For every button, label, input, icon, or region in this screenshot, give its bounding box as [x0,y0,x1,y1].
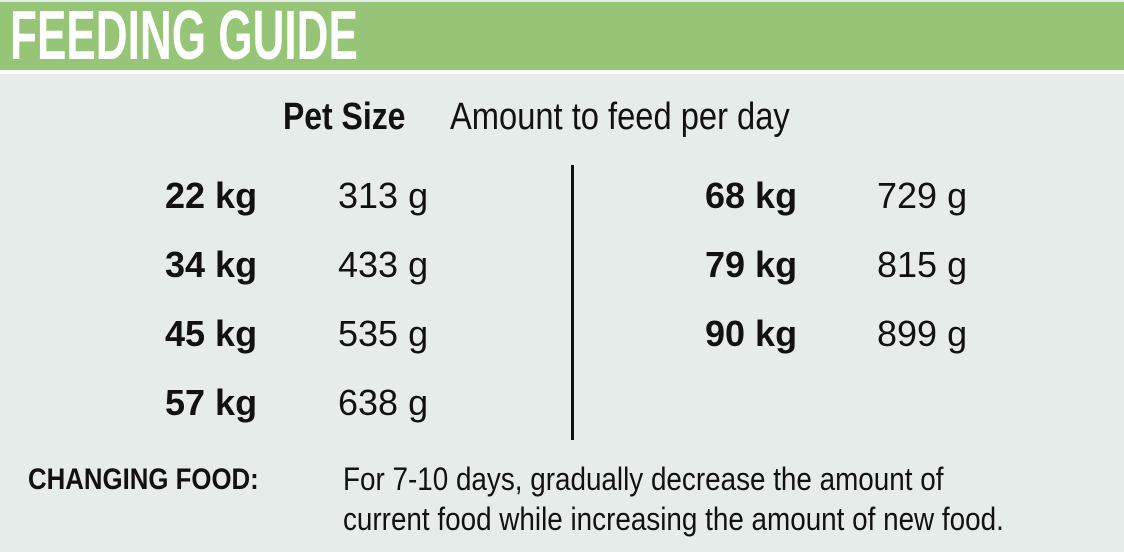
pet-size: 45 kg [165,313,258,354]
pet-size: 34 kg [165,244,258,285]
feed-amount: 899 g [877,313,968,354]
column-header-amount: Amount to feed per day [450,96,790,138]
changing-food-text-line1: For 7-10 days, gradually decrease the am… [343,461,944,497]
feed-amount: 638 g [338,382,429,423]
header-band: FEEDING GUIDE [0,0,1124,74]
column-divider [571,165,574,440]
feed-amount: 433 g [338,244,429,285]
changing-food-label: CHANGING FOOD: [28,463,259,496]
column-header-pet-size: Pet Size [283,96,406,138]
pet-size: 22 kg [165,175,258,216]
pet-size: 90 kg [705,313,798,354]
pet-size: 68 kg [705,175,798,216]
feed-amount: 313 g [338,175,429,216]
page-title: FEEDING GUIDE [10,0,358,74]
pet-size: 79 kg [705,244,798,285]
pet-size: 57 kg [165,382,258,423]
changing-food-text-line2: current food while increasing the amount… [343,501,1004,537]
feed-amount: 535 g [338,313,429,354]
feed-amount: 729 g [877,175,968,216]
feed-amount: 815 g [877,244,968,285]
